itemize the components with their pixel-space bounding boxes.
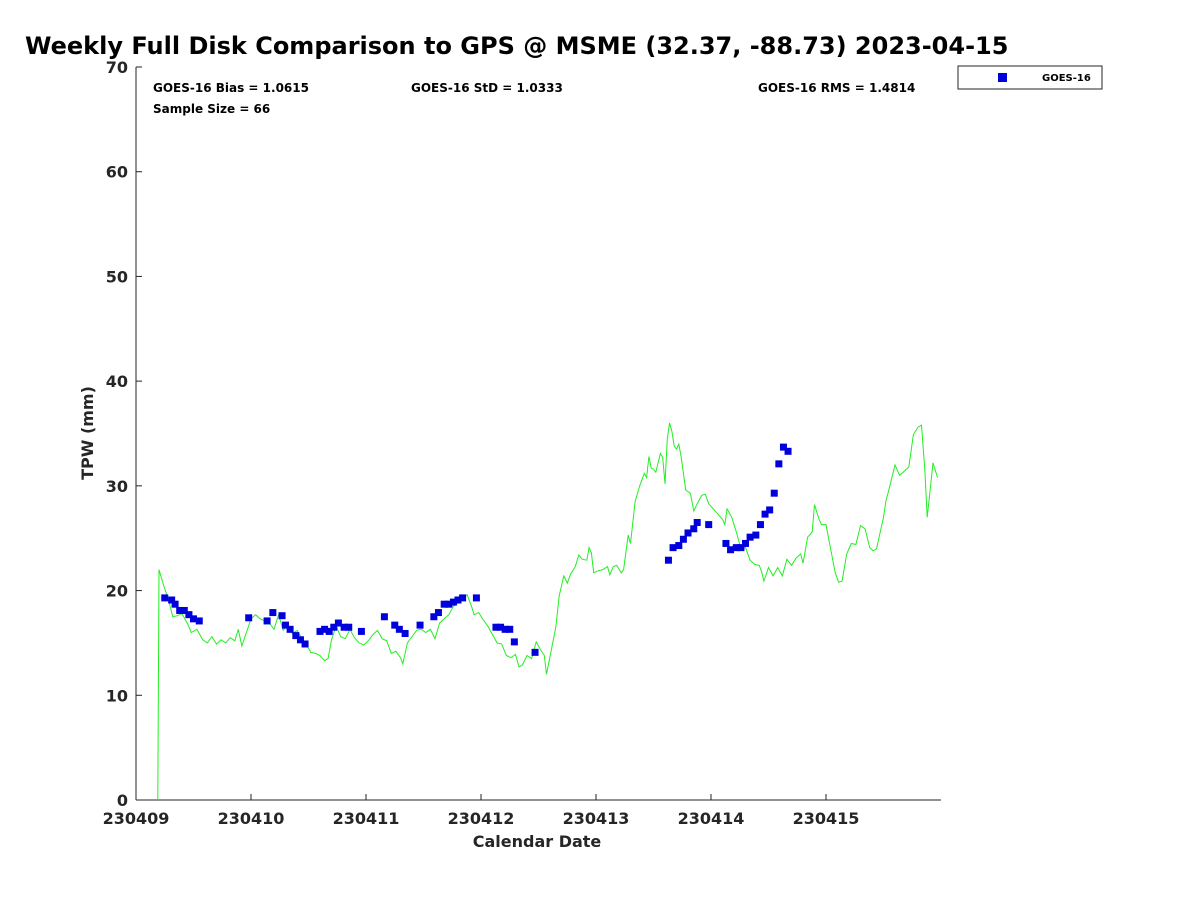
goes16-point — [416, 621, 424, 629]
y-tick-label: 70 — [106, 58, 128, 77]
goes16-point — [756, 521, 764, 529]
goes16-point — [752, 531, 760, 539]
x-tick-label: 230414 — [678, 809, 745, 828]
bias-stat: GOES-16 Bias = 1.0615 — [153, 81, 309, 95]
goes16-point — [161, 594, 169, 602]
goes16-point — [190, 615, 197, 623]
goes16-point — [737, 544, 745, 552]
goes16-point — [779, 443, 787, 451]
x-tick-label: 230412 — [448, 809, 515, 828]
goes16-point — [761, 510, 769, 518]
goes16-point — [531, 648, 539, 656]
x-tick-label: 230411 — [333, 809, 400, 828]
goes16-point — [430, 613, 438, 621]
goes16-point — [506, 625, 514, 633]
rms-stat: GOES-16 RMS = 1.4814 — [758, 81, 915, 95]
goes16-point — [401, 630, 409, 638]
goes16-point — [440, 600, 448, 608]
goes16-point — [675, 542, 683, 550]
goes16-point — [292, 632, 300, 640]
goes16-point — [434, 609, 442, 617]
goes16-point — [278, 612, 286, 620]
y-tick-label: 60 — [106, 163, 128, 182]
goes16-point — [510, 638, 518, 646]
x-tick-label: 230415 — [793, 809, 860, 828]
x-tick-label: 230413 — [563, 809, 630, 828]
goes16-point — [296, 636, 304, 644]
goes16-point — [472, 594, 480, 602]
goes16-point — [286, 625, 294, 633]
y-tick-label: 40 — [106, 372, 128, 391]
goes16-point — [380, 613, 388, 621]
goes16-point — [195, 617, 203, 625]
goes16-point — [282, 621, 289, 629]
goes16-point — [391, 621, 399, 629]
goes16-point — [180, 606, 188, 614]
goes16-point — [679, 535, 687, 543]
x-tick-label: 230410 — [218, 809, 285, 828]
goes16-point — [176, 606, 184, 614]
goes16-point — [185, 611, 193, 619]
y-tick-label: 0 — [117, 791, 128, 810]
goes16-point — [742, 539, 749, 547]
y-tick-label: 10 — [106, 686, 128, 705]
goes16-point — [334, 619, 342, 627]
goes16-point — [664, 556, 672, 564]
goes16-point — [316, 627, 324, 635]
x-tick-label: 230409 — [103, 809, 170, 828]
goes16-point — [501, 625, 509, 633]
sample-size-stat: Sample Size = 66 — [153, 102, 270, 116]
goes16-point — [727, 546, 735, 554]
goes16-point — [732, 544, 740, 552]
goes16-point — [301, 640, 309, 648]
goes16-point — [445, 600, 453, 608]
goes16-point — [690, 525, 698, 533]
goes16-point — [449, 598, 457, 606]
goes16-point — [497, 623, 505, 631]
goes16-point — [345, 623, 353, 631]
goes16-point — [269, 609, 277, 617]
goes16-point — [770, 489, 778, 497]
goes16-point — [357, 627, 365, 635]
goes16-point — [321, 625, 329, 633]
chart-title: Weekly Full Disk Comparison to GPS @ MSM… — [25, 32, 1008, 60]
legend-label-goes16: GOES-16 — [1042, 73, 1091, 84]
plot-area: 0 10 20 30 40 50 60 70 230409 230410 230411 230412… — [103, 58, 941, 828]
y-tick-label: 30 — [106, 477, 128, 496]
legend-marker-goes16 — [998, 73, 1007, 82]
y-axis-ticks: 0 10 20 30 40 50 60 70 — [106, 58, 142, 810]
goes16-point — [171, 600, 179, 608]
goes16-point — [775, 460, 783, 468]
goes16-point — [459, 594, 467, 602]
series-layer — [157, 422, 938, 801]
goes16-point — [330, 623, 338, 631]
goes16-point — [705, 521, 713, 529]
goes16-point — [722, 539, 730, 547]
goes16-point — [340, 623, 348, 631]
goes16-point — [263, 617, 271, 625]
goes16-point — [395, 625, 403, 633]
goes16-point — [684, 529, 692, 537]
legend: GOES-16 — [957, 65, 1103, 90]
goes16-point — [168, 596, 176, 604]
y-axis-label: TPW (mm) — [78, 386, 97, 480]
goes16-point — [492, 623, 500, 631]
y-tick-label: 20 — [106, 582, 128, 601]
goes16-point — [766, 506, 774, 514]
x-axis-ticks: 230409 230410 230411 230412 230413 230414 2304… — [103, 794, 860, 828]
goes16-point — [746, 533, 754, 541]
legend-box — [957, 65, 1103, 90]
y-tick-label: 50 — [106, 267, 128, 286]
goes16-point — [325, 627, 333, 635]
std-stat: GOES-16 StD = 1.0333 — [411, 81, 563, 95]
goes16-point — [454, 596, 462, 604]
goes16-point — [245, 614, 253, 622]
goes16-point — [784, 447, 792, 455]
goes16-point — [693, 519, 701, 527]
x-axis-label: Calendar Date — [473, 832, 602, 851]
goes16-point — [669, 544, 677, 552]
